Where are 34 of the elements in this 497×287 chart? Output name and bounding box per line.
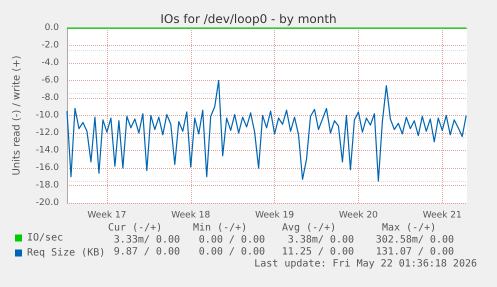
x-tick-label: Week 19 <box>255 210 294 220</box>
y-axis-title: Units read (-) / write (+) <box>12 55 22 176</box>
legend-label: Req Size (KB) <box>27 248 106 258</box>
text: Avg (-/+) <box>282 222 336 234</box>
y-tick-label: -6.0 <box>41 76 60 86</box>
text: Cur (-/+) <box>108 222 162 234</box>
x-tick-label: Week 20 <box>338 210 378 220</box>
text: Min (-/+) <box>193 222 248 234</box>
chart-title: IOs for /dev/loop0 - by month <box>160 12 337 26</box>
y-tick-label: 0.0 <box>44 23 60 33</box>
text: Last update: Fri May 22 01:36:18 2026 <box>254 258 478 270</box>
y-tick-label: -14.0 <box>36 146 60 156</box>
text: 0.00 / 0.00 <box>198 246 266 258</box>
y-tick-label: -20.0 <box>36 198 60 208</box>
x-tick-label: Week 17 <box>87 210 126 220</box>
x-tick-label: Week 21 <box>422 210 462 220</box>
y-tick-label: -2.0 <box>41 40 60 50</box>
y-tick-label: -16.0 <box>36 163 60 173</box>
text: 3.33m/ 0.00 <box>114 234 180 246</box>
y-tick-label: -18.0 <box>36 180 60 190</box>
legend-label: IO/sec <box>27 232 64 244</box>
text: 11.25 / 0.00 <box>282 246 354 258</box>
text: 131.07 / 0.00 <box>376 246 454 258</box>
text: 302.58m/ 0.00 <box>376 234 454 246</box>
y-tick-label: -4.0 <box>41 58 60 68</box>
line-series <box>66 80 467 182</box>
text: 0.00 / 0.00 <box>198 234 266 246</box>
text: 3.38m/ 0.00 <box>288 234 354 246</box>
text: 9.87 / 0.00 <box>114 246 180 258</box>
y-tick-label: -12.0 <box>36 128 60 138</box>
x-tick-label: Week 18 <box>171 210 211 220</box>
y-tick-label: -8.0 <box>41 93 60 103</box>
y-tick-label: -10.0 <box>36 110 60 120</box>
text: Max (-/+) <box>382 222 436 234</box>
